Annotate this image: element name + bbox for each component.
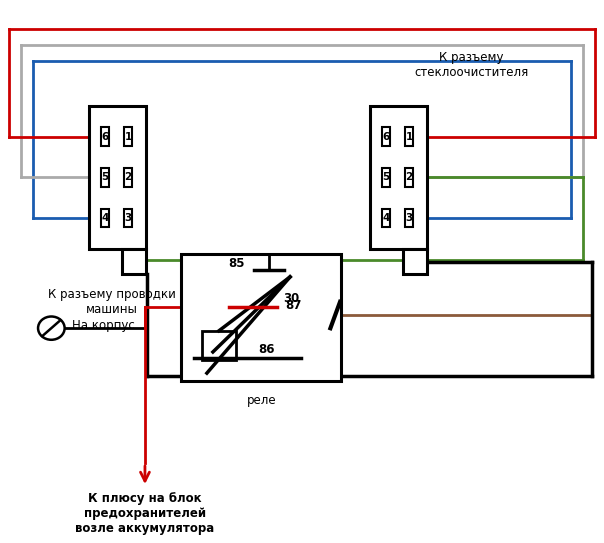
Bar — [101, 168, 109, 187]
Text: 4: 4 — [382, 213, 390, 223]
Text: 85: 85 — [228, 257, 245, 270]
Bar — [101, 209, 109, 228]
Bar — [405, 127, 413, 146]
Text: 5: 5 — [382, 172, 390, 182]
Text: К плюсу на блок
предохранителей
возле аккумулятора: К плюсу на блок предохранителей возле ак… — [76, 492, 214, 535]
Text: 1: 1 — [405, 131, 413, 142]
Bar — [202, 331, 236, 360]
Text: 6: 6 — [382, 131, 390, 142]
Text: 86: 86 — [258, 343, 275, 356]
Bar — [405, 209, 413, 228]
Bar — [89, 106, 147, 249]
Bar — [124, 168, 132, 187]
Text: К разъему
стеклоочистителя: К разъему стеклоочистителя — [414, 52, 528, 79]
Bar — [382, 127, 390, 146]
Text: 3: 3 — [405, 213, 413, 223]
Bar — [124, 127, 132, 146]
Bar — [370, 106, 428, 249]
Text: 3: 3 — [124, 213, 132, 223]
Bar — [181, 254, 341, 381]
Bar — [403, 249, 428, 274]
Text: 2: 2 — [124, 172, 132, 182]
Bar — [382, 209, 390, 228]
Text: 1: 1 — [124, 131, 132, 142]
Bar — [123, 249, 146, 274]
Bar — [124, 209, 132, 228]
Text: 30: 30 — [283, 292, 300, 305]
Text: 2: 2 — [405, 172, 413, 182]
Text: реле: реле — [246, 394, 276, 407]
Bar — [405, 168, 413, 187]
Text: На корпус: На корпус — [72, 319, 135, 332]
Text: К разъему проводки
машины: К разъему проводки машины — [48, 288, 176, 317]
Text: 4: 4 — [101, 213, 109, 223]
Bar — [382, 168, 390, 187]
Text: 5: 5 — [101, 172, 109, 182]
Text: 87: 87 — [286, 299, 302, 312]
Text: 6: 6 — [101, 131, 109, 142]
Bar — [101, 127, 109, 146]
